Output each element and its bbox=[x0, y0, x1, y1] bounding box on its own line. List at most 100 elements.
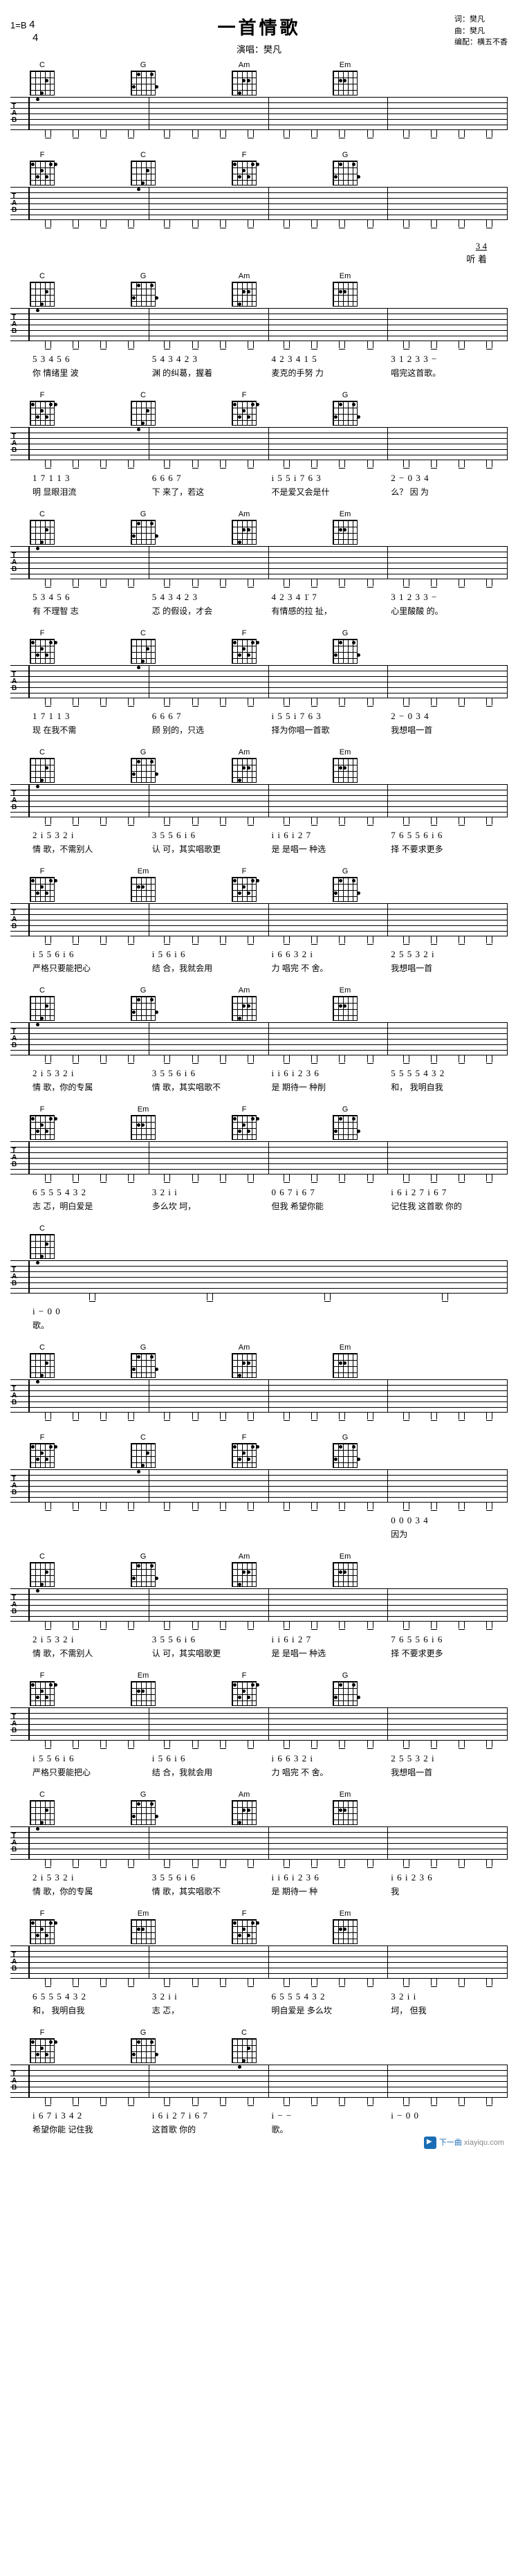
tab-measure bbox=[149, 904, 269, 936]
tab-measure bbox=[388, 547, 508, 579]
music-system: CGAmEmTAB bbox=[10, 61, 508, 138]
music-system: FEmFGTABi 5 5 6 i 6i 5 6 i 6i 6 6 3 2 i2… bbox=[10, 1671, 508, 1778]
chord-diag: F bbox=[30, 629, 55, 664]
chord-diag: Am bbox=[232, 1790, 257, 1825]
tab-measure bbox=[269, 1380, 389, 1412]
tab-measure bbox=[149, 547, 269, 579]
tab-measure bbox=[269, 428, 389, 460]
tab-clef: TAB bbox=[10, 547, 30, 579]
music-system: CGAmEmTAB bbox=[10, 1343, 508, 1421]
tab-clef: TAB bbox=[10, 785, 30, 817]
tab-staff: TAB bbox=[10, 308, 508, 341]
chord-diag: Em bbox=[333, 1790, 358, 1825]
chord-diag: F bbox=[30, 1671, 55, 1706]
play-icon bbox=[424, 2137, 436, 2149]
tab-measure bbox=[269, 1946, 389, 1978]
chord-diag: G bbox=[131, 2029, 156, 2063]
tab-measure bbox=[149, 188, 269, 219]
music-system: CTABi − 0 0歌。 bbox=[10, 1224, 508, 1331]
jianpu-line: 5 3 4 5 65 4 3 4 2 34 2 3 4 1 53 1 2 3 3… bbox=[10, 354, 508, 365]
chord-diag: C bbox=[131, 151, 156, 185]
tab-measure bbox=[30, 309, 149, 341]
tab-measure bbox=[388, 666, 508, 698]
music-system: CGAmEmTAB2 i 5 3 2 i3 5 5 6 i 6i i 6 i 2… bbox=[10, 986, 508, 1093]
chord-diag: C bbox=[30, 510, 55, 545]
chord-diag: F bbox=[30, 1910, 55, 1944]
tab-measure bbox=[269, 785, 389, 817]
tab-staff: TAB bbox=[10, 427, 508, 460]
tab-measure bbox=[30, 547, 149, 579]
chord-diag: Am bbox=[232, 1552, 257, 1587]
tab-measure bbox=[149, 1946, 269, 1978]
jianpu-line: i − 0 0 bbox=[10, 1306, 508, 1317]
tab-clef: TAB bbox=[10, 98, 30, 129]
chord-diag: F bbox=[30, 2029, 55, 2063]
chord-diag: G bbox=[333, 1433, 358, 1468]
chord-diag: C bbox=[30, 61, 55, 96]
watermark: 下一曲 xiayiqu.com bbox=[424, 2137, 504, 2149]
lyrics-line: 情 歌，不需别人认 可，其实唱歌更是 是唱一 种选择 不要求更多 bbox=[10, 1647, 508, 1659]
chord-diag: G bbox=[131, 510, 156, 545]
chord-diag: Em bbox=[333, 1910, 358, 1944]
tab-staff: TAB bbox=[10, 1469, 508, 1503]
chord-diag: Am bbox=[232, 748, 257, 783]
chord-diag: Em bbox=[333, 61, 358, 96]
chord-diag: F bbox=[232, 391, 257, 426]
lyrics-line: 严格只要能把心结 合，我就会用力 唱完 不 舍。 我想唱一首 bbox=[10, 962, 508, 974]
key-sig: 1=B bbox=[10, 20, 27, 30]
music-system: CGAmEmTAB2 i 5 3 2 i3 5 5 6 i 6i i 6 i 2… bbox=[10, 748, 508, 855]
lead-in: 3 4听 着 bbox=[10, 241, 508, 265]
chord-diag: Em bbox=[333, 272, 358, 307]
tab-measure bbox=[149, 428, 269, 460]
jianpu-line: i 6 7 i 3 4 2i 6 i 2 7 i 6 7i − −i − 0 0 bbox=[10, 2110, 508, 2121]
tab-staff: TAB bbox=[10, 1260, 508, 1294]
jianpu-line: 2 i 5 3 2 i3 5 5 6 i 6i i 6 i 2 77 6 5 5… bbox=[10, 1634, 508, 1645]
chord-diag: C bbox=[30, 272, 55, 307]
tab-measure bbox=[269, 2065, 389, 2097]
tab-staff: TAB bbox=[10, 903, 508, 936]
jianpu-line: i 5 5 6 i 6i 5 6 i 6i 6 6 3 2 i2 5 5 3 2… bbox=[10, 949, 508, 960]
tab-measure bbox=[388, 785, 508, 817]
chord-diag: G bbox=[131, 1343, 156, 1378]
tab-measure bbox=[269, 1827, 389, 1859]
chord-diag: Em bbox=[131, 1910, 156, 1944]
tab-measure bbox=[388, 1827, 508, 1859]
tab-measure bbox=[269, 666, 389, 698]
tab-measure bbox=[149, 309, 269, 341]
chord-diag: Am bbox=[232, 986, 257, 1021]
tab-staff: TAB bbox=[10, 2065, 508, 2098]
tab-staff: TAB bbox=[10, 665, 508, 698]
tab-measure bbox=[149, 98, 269, 129]
tab-measure bbox=[30, 1142, 149, 1174]
credits: 词：樊凡 曲：樊凡 编配：横五不香 bbox=[454, 14, 508, 48]
chord-diag: G bbox=[333, 1671, 358, 1706]
chord-diag: G bbox=[333, 151, 358, 185]
tab-measure bbox=[269, 1708, 389, 1740]
lyrics-line: 情 歌，不需别人认 可，其实唱歌更是 是唱一 种选择 不要求更多 bbox=[10, 843, 508, 855]
tab-measure bbox=[149, 1380, 269, 1412]
chord-diag: F bbox=[30, 1433, 55, 1468]
tab-staff: TAB bbox=[10, 1588, 508, 1622]
tab-measure bbox=[388, 188, 508, 219]
lyrics-line: 志 忑，明白爱是多么坎 坷， 但我 希望你能记住我 这首歌 你的 bbox=[10, 1200, 508, 1212]
tab-measure bbox=[30, 1261, 508, 1293]
tab-measure bbox=[388, 1023, 508, 1055]
tab-measure bbox=[269, 309, 389, 341]
chord-diag: C bbox=[30, 986, 55, 1021]
chord-diag: C bbox=[30, 1224, 55, 1259]
tab-clef: TAB bbox=[10, 1261, 30, 1293]
music-system: CGAmEmTAB2 i 5 3 2 i3 5 5 6 i 6i i 6 i 2… bbox=[10, 1790, 508, 1897]
tab-measure bbox=[149, 1470, 269, 1502]
tab-clef: TAB bbox=[10, 309, 30, 341]
chord-diag: F bbox=[232, 1433, 257, 1468]
tab-measure bbox=[149, 1023, 269, 1055]
chord-diag: Am bbox=[232, 272, 257, 307]
chord-diag: C bbox=[30, 1552, 55, 1587]
chord-diag: G bbox=[131, 61, 156, 96]
jianpu-line: 2 i 5 3 2 i3 5 5 6 i 6i i 6 i 2 77 6 5 5… bbox=[10, 830, 508, 841]
tab-measure bbox=[30, 666, 149, 698]
jianpu-line: 0 0 0 3 4 bbox=[10, 1515, 508, 1526]
tab-measure bbox=[149, 1142, 269, 1174]
tab-measure bbox=[388, 1946, 508, 1978]
lyrics-line: 现 在我不需顾 别的，只选择为你唱一首歌 我想唱一首 bbox=[10, 724, 508, 736]
